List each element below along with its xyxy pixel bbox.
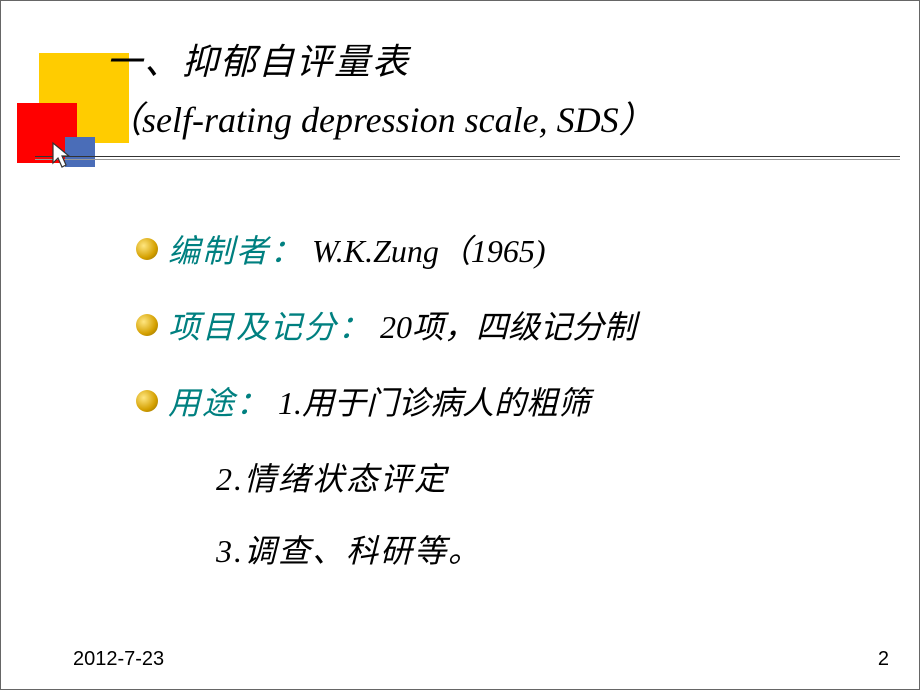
footer-page: 2 [878,648,889,671]
bullet-icon [136,314,158,336]
author-value: W.K.Zung（1965) [312,226,546,272]
usage-sublist: 2.情绪状态评定 3.调查、科研等。 [216,454,636,572]
items-line: 项目及记分： 20项，四级记分制 [136,302,636,348]
items-label: 项目及记分： [168,302,372,348]
usage-line: 用途： 1.用于门诊病人的粗筛 [136,378,636,424]
items-value: 20项，四级记分制 [380,302,636,348]
author-line: 编制者： W.K.Zung（1965) [136,226,636,272]
title-block: 一、抑郁自评量表 （self-rating depression scale, … [106,33,655,143]
usage-first: 1.用于门诊病人的粗筛 [278,378,590,424]
title-divider [35,156,900,160]
usage-label: 用途： [168,378,270,424]
bullet-icon [136,238,158,260]
author-label: 编制者： [168,226,304,272]
title-line-2: （self-rating depression scale, SDS） [106,91,655,143]
bullet-icon [136,390,158,412]
content-block: 编制者： W.K.Zung（1965) 项目及记分： 20项，四级记分制 用途：… [136,226,636,598]
footer-date: 2012-7-23 [73,648,164,671]
cursor-icon [49,141,75,178]
usage-sub-item: 2.情绪状态评定 [216,454,636,500]
title-line-1: 一、抑郁自评量表 [106,33,655,85]
usage-sub-item: 3.调查、科研等。 [216,526,636,572]
